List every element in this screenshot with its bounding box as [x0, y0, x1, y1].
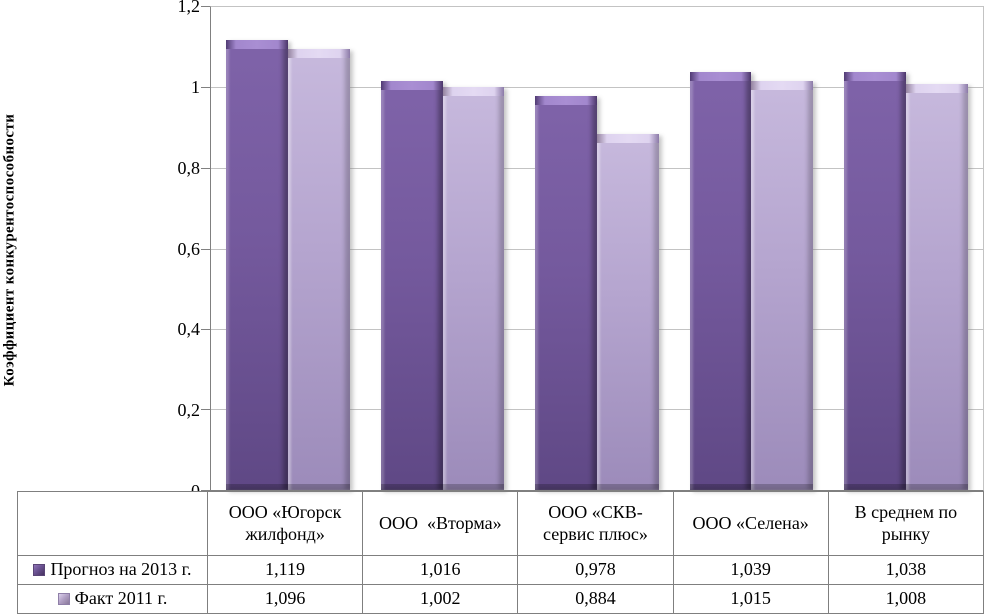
- series-row-forecast: Прогноз на 2013 г. 1,119 1,016 0,978 1,0…: [17, 555, 985, 585]
- bar-fact-cat1: [288, 48, 350, 490]
- table-corner-cell: [17, 491, 208, 556]
- bar-fact-cat2: [442, 86, 505, 490]
- y-axis-title: Коэффициент конкурентоспособности: [1, 113, 18, 387]
- value-cell: 1,015: [672, 584, 829, 614]
- value-cell: 1,038: [827, 555, 985, 585]
- bar-body: [442, 86, 505, 490]
- y-tick-label: 1,2: [177, 0, 201, 16]
- value-cell: 1,008: [827, 584, 985, 614]
- y-tick-label: 1: [191, 76, 200, 97]
- bar-top-bevel: [380, 81, 443, 91]
- category-label: ООО «Югорск жилфонд»: [206, 491, 364, 556]
- bar-top-bevel: [844, 72, 906, 82]
- series-row-fact: Факт 2011 г. 1,096 1,002 0,884 1,015 1,0…: [17, 584, 985, 614]
- bar-body: [226, 39, 289, 490]
- bar-top-bevel: [535, 96, 597, 106]
- value-cell: 1,016: [362, 555, 519, 585]
- bar-fact-cat4: [751, 81, 814, 490]
- legend-item-forecast: Прогноз на 2013 г.: [17, 555, 208, 585]
- bar-top-bevel: [288, 48, 350, 58]
- bar-bottom-shade: [844, 484, 906, 490]
- category-label: В среднем по рынку: [827, 491, 985, 556]
- bar-top-bevel: [442, 86, 505, 96]
- bar-bottom-shade: [226, 484, 289, 490]
- bar-forecast-cat5: [844, 72, 906, 490]
- bar-bottom-shade: [442, 484, 505, 490]
- y-tick-label: 0,6: [177, 238, 201, 259]
- bar-top-bevel: [689, 71, 752, 81]
- y-tickmark: [201, 328, 210, 330]
- y-tickmark: [201, 409, 210, 411]
- y-tick-label: 0,2: [177, 400, 201, 421]
- bar-forecast-cat3: [535, 96, 597, 490]
- category-label: ООО «СКВ- сервис плюс»: [517, 491, 674, 556]
- legend-label: Прогноз на 2013 г.: [50, 559, 192, 580]
- value-cell: 1,119: [206, 555, 364, 585]
- bar-body: [597, 134, 659, 490]
- value-cell: 0,978: [517, 555, 674, 585]
- y-tickmark: [201, 248, 210, 250]
- y-tickmark: [201, 490, 210, 491]
- bar-forecast-cat4: [689, 71, 752, 490]
- y-axis-tick-labels: 1,2 1 0,8 0,6 0,4 0,2 0: [128, 0, 201, 501]
- y-tickmark: [201, 167, 210, 169]
- data-table: ООО «Югорск жилфонд» ООО «Вторма» ООО «С…: [17, 491, 985, 614]
- y-tick-label: 0,8: [177, 157, 201, 178]
- bar-body: [751, 81, 814, 490]
- bar-bottom-shade: [288, 484, 350, 490]
- bar-fact-cat5: [905, 84, 968, 490]
- y-tickmark: [201, 6, 210, 7]
- y-tickmark: [201, 87, 210, 89]
- value-cell: 1,039: [672, 555, 829, 585]
- bar-bottom-shade: [689, 484, 752, 490]
- bar-top-bevel: [597, 134, 659, 144]
- bar-body: [905, 84, 968, 490]
- bar-body: [380, 81, 443, 490]
- bar-fact-cat3: [597, 134, 659, 490]
- category-label: ООО «Вторма»: [362, 491, 519, 556]
- bar-forecast-cat2: [380, 81, 443, 490]
- y-tick-label: 0,4: [177, 319, 201, 340]
- bar-bottom-shade: [905, 484, 968, 490]
- bar-bottom-shade: [751, 484, 814, 490]
- value-cell: 1,002: [362, 584, 519, 614]
- bar-body: [288, 48, 350, 490]
- bar-bottom-shade: [380, 484, 443, 490]
- value-cell: 0,884: [517, 584, 674, 614]
- legend-swatch-light: [57, 593, 70, 606]
- legend-item-fact: Факт 2011 г.: [17, 584, 208, 614]
- category-label: ООО «Селена»: [672, 491, 829, 556]
- bar-body: [535, 96, 597, 490]
- bar-body: [844, 72, 906, 490]
- legend-label: Факт 2011 г.: [74, 588, 168, 609]
- category-header-row: ООО «Югорск жилфонд» ООО «Вторма» ООО «С…: [17, 491, 985, 556]
- bar-bottom-shade: [535, 484, 597, 490]
- value-cell: 1,096: [206, 584, 364, 614]
- bar-top-bevel: [226, 39, 289, 49]
- bar-forecast-cat1: [226, 39, 289, 490]
- bar-top-bevel: [751, 81, 814, 91]
- bar-body: [689, 71, 752, 490]
- legend-swatch-dark: [33, 564, 46, 577]
- bar-bottom-shade: [597, 484, 659, 490]
- plot-area: [201, 6, 984, 491]
- bar-top-bevel: [905, 84, 968, 94]
- gridline-1: [211, 87, 983, 89]
